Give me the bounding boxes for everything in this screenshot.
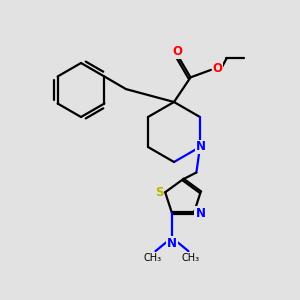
Text: N: N bbox=[196, 140, 206, 154]
Text: CH₃: CH₃ bbox=[182, 253, 200, 263]
Text: S: S bbox=[155, 186, 164, 199]
Text: CH₃: CH₃ bbox=[144, 253, 162, 263]
Text: N: N bbox=[167, 237, 177, 250]
Text: O: O bbox=[172, 45, 183, 58]
Text: N: N bbox=[195, 206, 206, 220]
Text: O: O bbox=[212, 61, 223, 75]
